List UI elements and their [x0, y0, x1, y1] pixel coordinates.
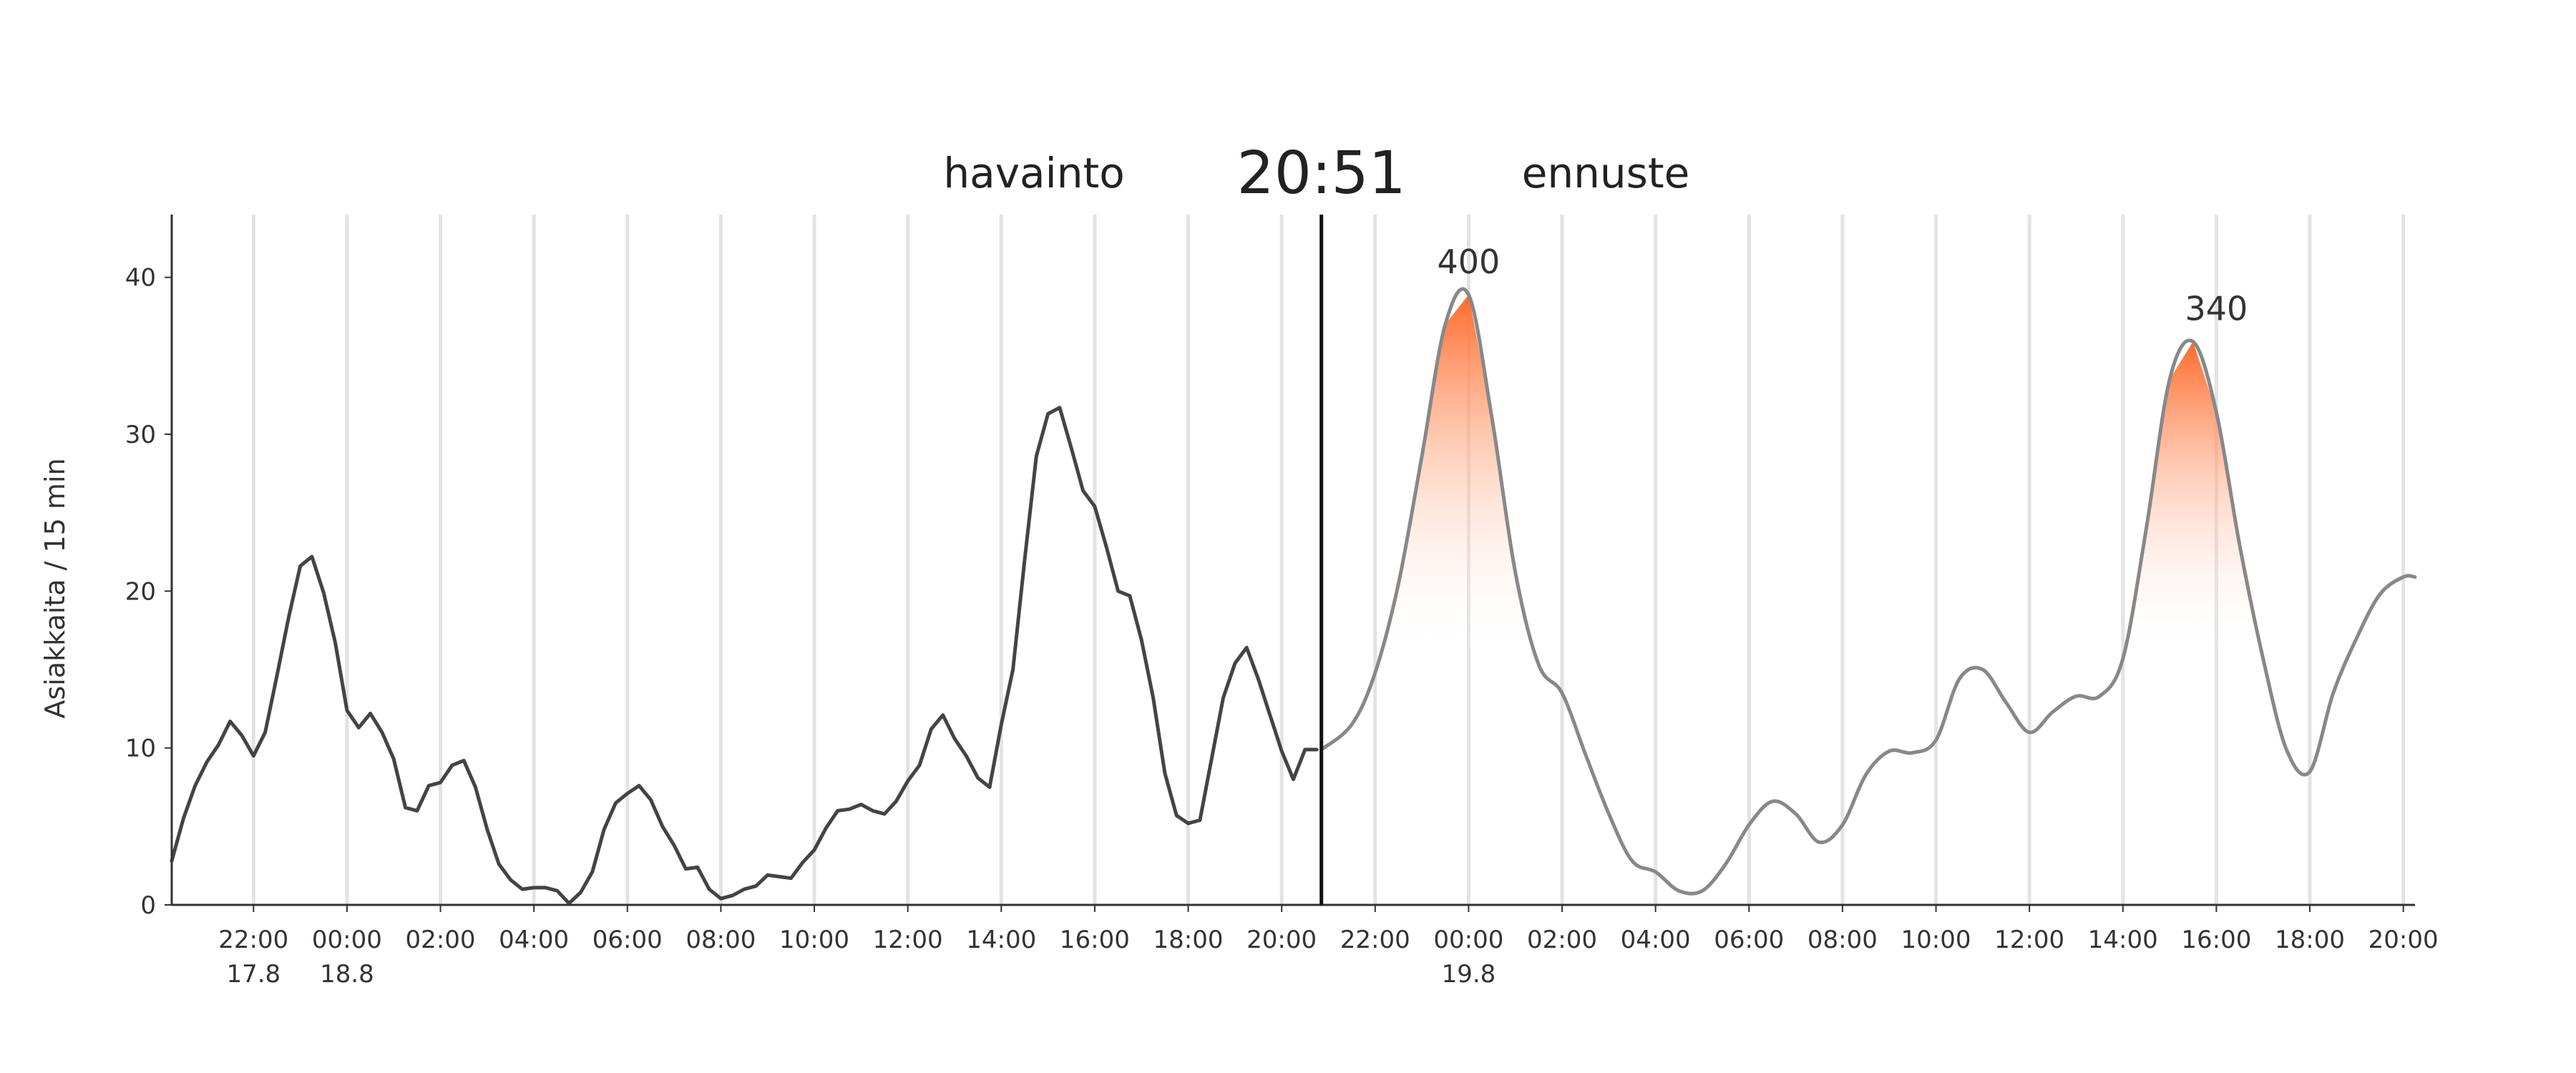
- x-tick-label: 22:00: [218, 926, 288, 954]
- x-tick-label: 20:00: [1246, 926, 1317, 954]
- y-tick-label: 40: [125, 264, 156, 293]
- x-tick-label: 00:00: [1433, 926, 1503, 954]
- x-tick-label: 14:00: [2088, 926, 2158, 954]
- peak-label: 400: [1438, 242, 1501, 281]
- y-tick-label: 0: [140, 891, 156, 920]
- observed-header-label: havainto: [943, 149, 1124, 197]
- x-date-label: 18.8: [320, 960, 374, 989]
- current-time-label: 20:51: [1237, 139, 1406, 207]
- gridlines: [251, 215, 2406, 905]
- x-tick-label: 18:00: [1153, 926, 1224, 954]
- x-tick-label: 16:00: [1060, 926, 1130, 954]
- observed-line: [170, 406, 1319, 906]
- axes: [165, 215, 2415, 912]
- x-tick-label: 02:00: [1527, 926, 1597, 954]
- x-tick-label: 04:00: [1621, 926, 1691, 954]
- x-tick-label: 06:00: [1714, 926, 1784, 954]
- x-tick-label: 08:00: [686, 926, 756, 954]
- forecast-header-label: ennuste: [1522, 149, 1690, 197]
- peak-fills: [1375, 294, 2263, 655]
- x-tick-label: 14:00: [966, 926, 1036, 954]
- x-tick-label: 12:00: [873, 926, 943, 954]
- x-tick-label: 08:00: [1807, 926, 1878, 954]
- x-tick-label: 02:00: [406, 926, 476, 954]
- peak-label: 340: [2185, 290, 2248, 328]
- peak-fill-area: [2122, 341, 2263, 655]
- x-tick-label: 04:00: [499, 926, 569, 954]
- labels: 22:00 17.8 00:00 18.8 02:00 04:00 06:00 08:00 10…: [39, 139, 2439, 989]
- x-tick-label: 10:00: [779, 926, 849, 954]
- y-tick-label: 20: [125, 577, 156, 606]
- x-tick-label: 18:00: [2275, 926, 2345, 954]
- y-tick-label: 30: [125, 421, 156, 449]
- x-date-label: 19.8: [1442, 960, 1496, 989]
- forecast-line: [1319, 287, 2417, 896]
- x-tick-label: 12:00: [1994, 926, 2064, 954]
- x-tick-label: 06:00: [592, 926, 663, 954]
- x-tick-label: 10:00: [1901, 926, 1971, 954]
- peak-fill-area: [1375, 294, 1539, 655]
- x-tick-label: 22:00: [1340, 926, 1410, 954]
- x-tick-label: 16:00: [2181, 926, 2251, 954]
- series-lines: [170, 287, 2417, 906]
- x-tick-label: 20:00: [2368, 926, 2439, 954]
- y-tick-label: 10: [125, 735, 156, 763]
- x-tick-label: 00:00: [312, 926, 382, 954]
- y-axis-title: Asiakkaita / 15 min: [39, 458, 71, 718]
- x-date-label: 17.8: [226, 960, 280, 989]
